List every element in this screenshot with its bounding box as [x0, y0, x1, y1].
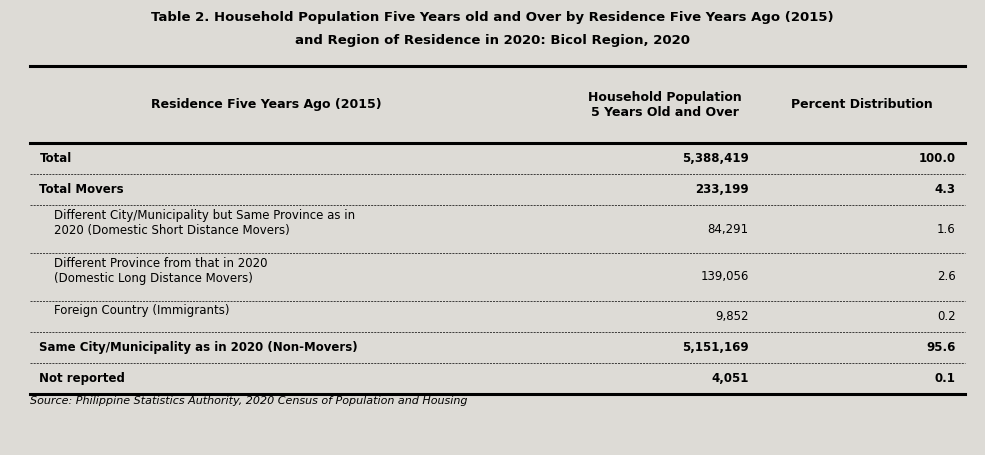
Text: 4,051: 4,051 [711, 372, 749, 384]
Text: 100.0: 100.0 [918, 152, 955, 165]
Text: Different City/Municipality but Same Province as in
    2020 (Domestic Short Dis: Different City/Municipality but Same Pro… [39, 209, 356, 237]
Text: Percent Distribution: Percent Distribution [791, 98, 933, 111]
Text: Total Movers: Total Movers [39, 183, 124, 196]
Text: 4.3: 4.3 [935, 183, 955, 196]
Text: Source: Philippine Statistics Authority, 2020 Census of Population and Housing: Source: Philippine Statistics Authority,… [30, 396, 467, 406]
Text: Foreign Country (Immigrants): Foreign Country (Immigrants) [39, 304, 230, 318]
Text: Household Population
5 Years Old and Over: Household Population 5 Years Old and Ove… [588, 91, 742, 119]
Text: 0.1: 0.1 [935, 372, 955, 384]
Text: and Region of Residence in 2020: Bicol Region, 2020: and Region of Residence in 2020: Bicol R… [295, 34, 690, 47]
Text: 5,151,169: 5,151,169 [682, 341, 749, 354]
Text: 233,199: 233,199 [695, 183, 749, 196]
Text: 1.6: 1.6 [937, 222, 955, 236]
Text: Total: Total [39, 152, 72, 165]
Text: 2.6: 2.6 [937, 270, 955, 283]
Text: 0.2: 0.2 [937, 310, 955, 323]
Text: 95.6: 95.6 [926, 341, 955, 354]
Text: Not reported: Not reported [39, 372, 125, 384]
Text: Table 2. Household Population Five Years old and Over by Residence Five Years Ag: Table 2. Household Population Five Years… [151, 11, 834, 25]
Text: 84,291: 84,291 [707, 222, 749, 236]
Text: Same City/Municipality as in 2020 (Non-Movers): Same City/Municipality as in 2020 (Non-M… [39, 341, 358, 354]
Text: 5,388,419: 5,388,419 [682, 152, 749, 165]
Text: Residence Five Years Ago (2015): Residence Five Years Ago (2015) [151, 98, 381, 111]
Text: 139,056: 139,056 [700, 270, 749, 283]
Text: Different Province from that in 2020
    (Domestic Long Distance Movers): Different Province from that in 2020 (Do… [39, 257, 268, 285]
Text: 9,852: 9,852 [715, 310, 749, 323]
